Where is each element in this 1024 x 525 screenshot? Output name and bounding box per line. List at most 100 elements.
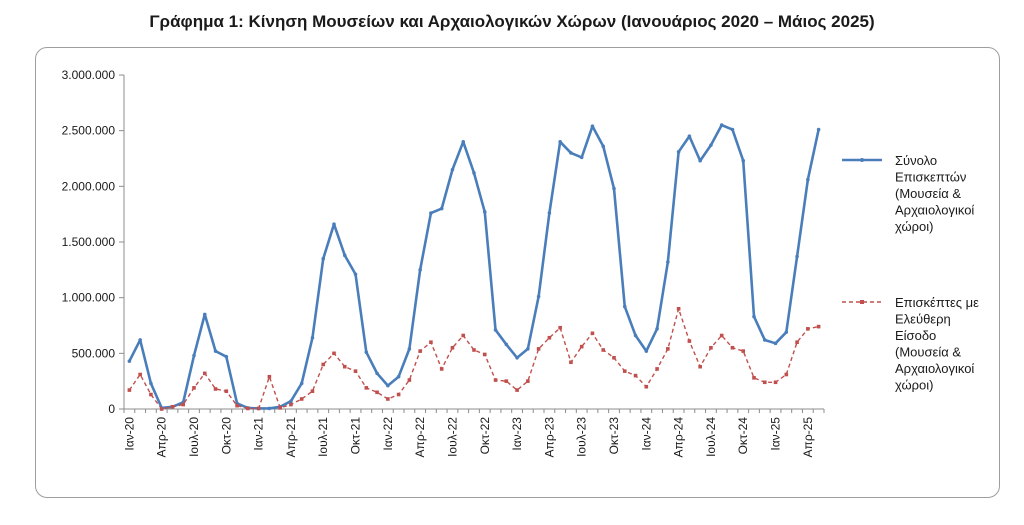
series-free-entry-point <box>730 345 735 350</box>
series-total-visitors-point <box>622 304 627 309</box>
series-free-entry-point <box>192 386 196 390</box>
series-free-entry-point <box>741 349 746 353</box>
series-free-entry-point <box>386 397 390 401</box>
series-total-visitors-point <box>213 349 218 353</box>
series-total-visitors-point <box>310 335 315 340</box>
series-total-visitors-point <box>299 381 304 386</box>
series-free-entry-point <box>590 331 595 336</box>
series-free-entry-point <box>332 351 336 356</box>
series-total-visitors-point <box>439 206 444 211</box>
series-total-visitors-point <box>429 211 433 215</box>
series-total-visitors-point <box>127 359 132 363</box>
legend-free-entry-label: Ελεύθερη <box>895 312 951 327</box>
series-total-visitors-point <box>472 171 476 175</box>
series-total-visitors-point <box>289 399 293 404</box>
series-free-entry-point <box>202 371 207 376</box>
series-free-entry-point <box>493 378 498 382</box>
series-total-visitors-line <box>128 123 820 410</box>
series-total-visitors-point <box>709 143 713 147</box>
series-free-entry-point <box>181 402 186 407</box>
series-free-entry-point <box>806 327 810 331</box>
series-total-visitors-point <box>806 177 810 182</box>
series-total-visitors-point <box>676 150 681 154</box>
series-total-visitors-point <box>202 312 207 317</box>
series-free-entry-point <box>482 352 487 357</box>
series-free-entry-point <box>267 374 272 379</box>
series-total-visitors-point <box>666 260 670 264</box>
series-free-entry-point <box>342 364 347 369</box>
series-free-entry-point <box>762 380 767 385</box>
x-tick-label: Απρ-21 <box>284 417 298 458</box>
x-tick-label: Απρ-24 <box>672 417 686 458</box>
x-tick-label: Ιουλ-24 <box>704 417 718 457</box>
legend-free-entry-label: Είσοδο <box>895 328 936 343</box>
series-total-visitors-point <box>375 371 379 376</box>
y-tick-label: 0 <box>108 402 115 416</box>
series-total-visitors-point <box>526 347 530 351</box>
series-free-entry-point <box>655 367 659 371</box>
series-total-visitors-point <box>321 256 326 261</box>
x-tick-label: Ιαν-22 <box>381 417 395 451</box>
series-total-visitors-point <box>461 140 466 144</box>
x-tick-label: Ιουλ-22 <box>445 417 459 457</box>
series-total-visitors-point <box>601 144 606 149</box>
y-tick-label: 2.000.000 <box>62 179 116 193</box>
legend-total-visitors-label: (Μουσεία & <box>895 186 961 201</box>
series-free-entry-point <box>375 390 379 395</box>
legend-free-entry-marker <box>860 300 864 304</box>
series-free-entry-point <box>719 333 724 338</box>
series-total-visitors-point <box>342 253 347 258</box>
series-total-visitors-point <box>386 383 390 388</box>
series-free-entry-point <box>752 376 756 380</box>
series-total-visitors-point <box>450 167 455 172</box>
legend-free-entry-label: (Μουσεία & <box>895 345 961 360</box>
series-free-entry-point <box>246 406 250 411</box>
series-free-entry-point <box>439 367 444 371</box>
series-free-entry-point <box>149 392 153 397</box>
series-free-entry-point <box>450 345 455 350</box>
series-free-entry-point <box>170 404 175 409</box>
series-free-entry-point <box>816 324 821 329</box>
series-total-visitors-point <box>149 381 153 386</box>
series-free-entry-point <box>515 388 519 392</box>
legend-free-entry-label: Επισκέπτες με <box>895 295 979 310</box>
series-free-entry-point <box>579 344 584 349</box>
series-total-visitors-point <box>655 327 659 331</box>
legend-free-entry-label: χώροι) <box>895 378 933 393</box>
series-free-entry-point <box>526 379 530 383</box>
series-total-visitors-point <box>719 123 724 127</box>
series-free-entry-point <box>644 384 649 389</box>
x-tick-label: Οκτ-22 <box>478 417 492 455</box>
series-free-entry-point <box>407 378 412 382</box>
series-total-visitors-point <box>547 211 552 215</box>
x-tick-label: Ιαν-23 <box>510 417 524 451</box>
series-total-visitors-point <box>773 341 778 346</box>
series-free-entry-point <box>622 369 627 373</box>
y-tick-label: 1.000.000 <box>62 291 116 305</box>
series-free-entry-point <box>676 307 681 311</box>
series-total-visitors-point <box>138 338 142 342</box>
series-free-entry-point <box>601 348 606 352</box>
series-free-entry-point <box>558 325 562 330</box>
series-free-entry-point <box>138 372 142 377</box>
series-free-entry-point <box>784 372 789 377</box>
series-total-visitors-point <box>558 140 562 144</box>
legend-total-visitors-label: Επισκεπτών <box>895 170 966 185</box>
series-total-visitors-point <box>569 151 573 155</box>
series-total-visitors-point <box>741 158 746 163</box>
x-tick-label: Ιαν-25 <box>769 417 783 451</box>
series-total-visitors-point <box>396 374 401 379</box>
series-total-visitors-point <box>730 127 735 132</box>
series-free-entry-point <box>213 387 218 391</box>
series-free-entry-point <box>773 380 778 385</box>
legend-total-visitors-label: χώροι) <box>895 219 933 234</box>
x-tick-label: Ιαν-24 <box>639 417 653 451</box>
series-free-entry-point <box>633 373 638 378</box>
series-free-entry-point <box>159 407 164 411</box>
x-tick-label: Απρ-23 <box>542 417 556 458</box>
series-free-entry-point <box>127 388 132 392</box>
series-free-entry-point <box>709 345 713 350</box>
series-free-entry-point <box>547 335 552 340</box>
series-total-visitors-point <box>515 355 519 360</box>
